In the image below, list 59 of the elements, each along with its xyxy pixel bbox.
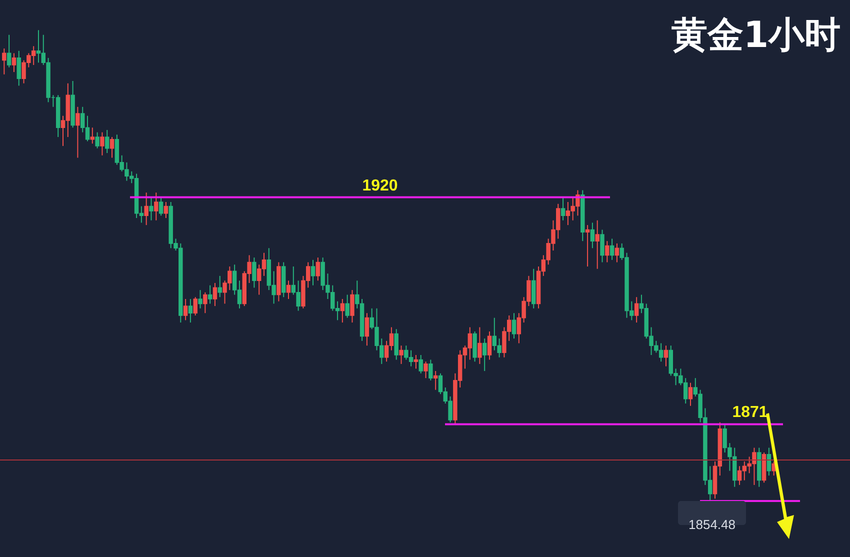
candlestick <box>472 330 477 362</box>
candlestick <box>149 196 154 221</box>
candlestick <box>428 359 433 381</box>
candlestick <box>532 268 536 309</box>
candlestick <box>364 312 370 346</box>
candlestick <box>478 326 482 364</box>
candlestick <box>614 242 620 263</box>
candlestick <box>100 132 104 156</box>
candlestick <box>286 280 291 300</box>
candlestick <box>95 132 100 149</box>
candlestick <box>688 382 693 406</box>
text: 1854.48 <box>688 516 736 532</box>
candlestick <box>605 240 610 263</box>
candlestick <box>198 290 202 309</box>
candlestick <box>394 328 398 360</box>
candlestick <box>90 127 95 144</box>
candlestick <box>6 34 12 68</box>
candlestick <box>487 330 492 360</box>
candlestick <box>595 220 600 270</box>
candlestick <box>16 50 21 86</box>
candlestick <box>154 192 158 221</box>
candlestick <box>433 370 438 390</box>
candlestick <box>2 48 6 75</box>
candlestick <box>203 292 208 314</box>
candlestick <box>340 298 345 324</box>
candlestick <box>12 52 16 73</box>
candlestick <box>585 224 590 267</box>
candlestick <box>512 312 516 340</box>
candlestick <box>144 192 148 226</box>
annotation: 1871 <box>732 404 768 422</box>
candlestick <box>600 229 604 263</box>
candlestick <box>183 298 188 321</box>
candlestick <box>345 294 350 318</box>
candlestick <box>105 129 110 154</box>
candlestick <box>424 361 428 379</box>
candlestick <box>110 136 114 158</box>
candlestick <box>164 201 168 218</box>
candlestick <box>350 290 354 324</box>
candlestick <box>610 238 614 260</box>
candlestick <box>208 284 212 304</box>
candlestick <box>193 296 198 316</box>
candlestick <box>399 345 404 364</box>
candlestick <box>76 106 80 158</box>
chart-title: 黄金1小时 <box>671 15 840 56</box>
candlestick <box>316 257 320 282</box>
candlestick <box>158 196 164 216</box>
candlestick <box>634 296 639 324</box>
candlestick <box>590 222 595 249</box>
candlestick <box>188 298 193 324</box>
candlestick <box>560 196 566 221</box>
annotation: 1920 <box>362 177 398 194</box>
candlestick <box>414 354 418 370</box>
candlestick <box>252 257 256 288</box>
candlestick <box>418 354 423 374</box>
candlestick <box>212 282 218 307</box>
candlestick <box>218 275 222 298</box>
candlestick <box>664 345 668 367</box>
candlestick <box>310 259 316 286</box>
candlestick <box>482 338 487 372</box>
